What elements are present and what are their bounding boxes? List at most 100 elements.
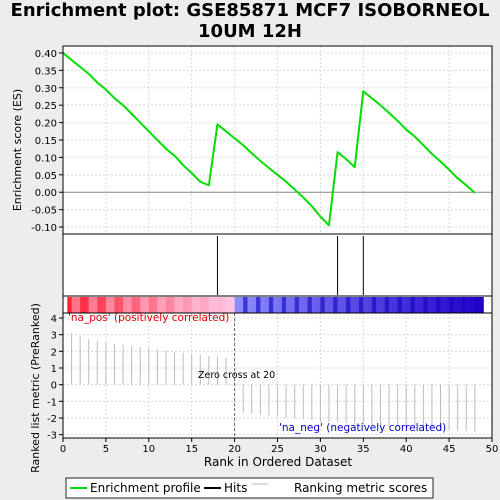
colorbar-segment [440,297,446,313]
legend-box [65,477,434,499]
colorbar-segment [286,297,291,313]
colorbar-segment [380,297,386,313]
plot-title-line-1: Enrichment plot: GSE85871 MCF7 ISOBORNEO… [10,0,490,21]
colorbar-segment [419,297,424,313]
colorbar-segment [470,297,476,313]
plot-title: Enrichment plot: GSE85871 MCF7 ISOBORNEO… [0,0,500,42]
colorbar-segment [144,297,150,313]
x-tick-label: 20 [228,444,241,455]
colorbar-segment [328,297,334,313]
colorbar-segment [303,297,308,313]
colorbar-segment [135,297,141,313]
colorbar-segment [230,297,235,313]
colorbar-segment [157,297,163,313]
x-tick-label: 0 [60,444,66,455]
legend-label-metric: Ranking metric scores [294,481,427,495]
colorbar-segment [449,297,454,313]
es-y-tick-label: 0.40 [35,49,57,60]
colorbar-segment [406,297,411,313]
colorbar-segment [277,297,283,313]
colorbar-segment [397,297,403,313]
hits-plot-area [63,234,492,296]
es-y-tick-label: 0.15 [35,136,57,147]
es-y-tick-label: 0.30 [35,84,57,95]
colorbar-segment [97,297,103,313]
metric-y-tick-label: 4 [51,314,57,325]
metric-y-ticks: 4 3 2 1 0 -1 -2 -3 [47,314,63,442]
ranking-metric-series [71,333,476,432]
x-axis: 0 5 10 15 20 25 30 35 40 45 50 [60,438,498,455]
colorbar-segment [260,297,266,313]
colorbar-segment [221,297,227,313]
metric-y-tick-label: -3 [47,431,57,442]
colorbar-segment [217,297,223,313]
colorbar-segment [427,297,433,313]
colorbar-segment [200,297,205,313]
colorbar-segment [466,297,471,313]
colorbar-segment [414,297,420,313]
colorbar-segment [256,297,261,313]
metric-y-tick-label: -2 [47,414,57,425]
colorbar-segment [75,297,81,313]
colorbar-segment [410,297,416,313]
metric-plot-area [63,313,492,438]
colorbar-segment [195,297,201,313]
es-y-ticks: 0.40 0.35 0.30 0.25 0.20 0.15 0.10 0.05 0.00 -0.0… [31,49,63,234]
positive-correlation-label: 'na_pos' (positively correlated) [68,312,229,324]
colorbar-segment [153,297,158,313]
colorbar-segment [238,297,244,313]
colorbar-segment [174,297,180,313]
es-y-tick-label: -0.05 [31,206,57,217]
es-y-tick-label: 0.20 [35,119,57,130]
colorbar-segment [161,297,167,313]
colorbar-segment [281,297,287,313]
colorbar-segment [67,297,72,313]
ranked-list-colorbar [62,295,493,314]
colorbar-segment [350,297,356,313]
colorbar-segment [461,297,467,313]
ranking-metric-panel: 4 3 2 1 0 -1 -2 -3 'na_pos' (positively correla… [29,303,493,473]
metric-y-tick-label: 3 [51,331,57,342]
metric-y-tick-label: 1 [51,364,57,375]
colorbar-segment [311,297,317,313]
colorbar-segment [376,297,381,313]
es-y-tick-label: 0.00 [35,188,57,199]
colorbar-segment [118,297,124,313]
colorbar-segment [226,297,231,313]
x-tick-label: 5 [103,444,109,455]
es-y-tick-label: -0.10 [31,223,57,234]
colorbar-segment [444,297,450,313]
colorbar-segment [93,297,98,313]
x-tick-label: 45 [443,444,456,455]
colorbar-segment [268,297,274,313]
x-axis-label: Rank in Ordered Dataset [204,455,352,469]
colorbar-segment [80,297,85,313]
x-tick-label: 40 [400,444,413,455]
colorbar-segment [273,297,278,313]
colorbar-segment [183,297,188,313]
colorbar-segment [208,297,214,313]
colorbar-segment [474,297,480,313]
colorbar-segment [290,297,296,313]
es-y-tick-label: 0.05 [35,171,57,182]
plot-title-line-2: 10UM 12H [198,21,302,42]
x-tick-label: 15 [185,444,198,455]
metric-y-tick-label: -1 [47,397,57,408]
enrichment-profile-line [63,52,476,227]
colorbar-segment [341,297,347,313]
zero-cross-annotation: Zero cross at 20 [198,370,275,381]
colorbar-segment [84,297,90,313]
legend-label-enrichment: Enrichment profile [90,481,201,495]
colorbar-segment [131,297,137,313]
colorbar-segment [204,297,210,313]
colorbar-segment [298,297,304,313]
colorbar-segment [307,297,313,313]
es-y-tick-label: 0.25 [35,101,57,112]
colorbar-segment [123,297,128,313]
colorbar-segment [333,297,338,313]
colorbar-segment [457,297,463,313]
metric-y-tick-label: 2 [51,347,57,358]
x-tick-label: 30 [314,444,327,455]
